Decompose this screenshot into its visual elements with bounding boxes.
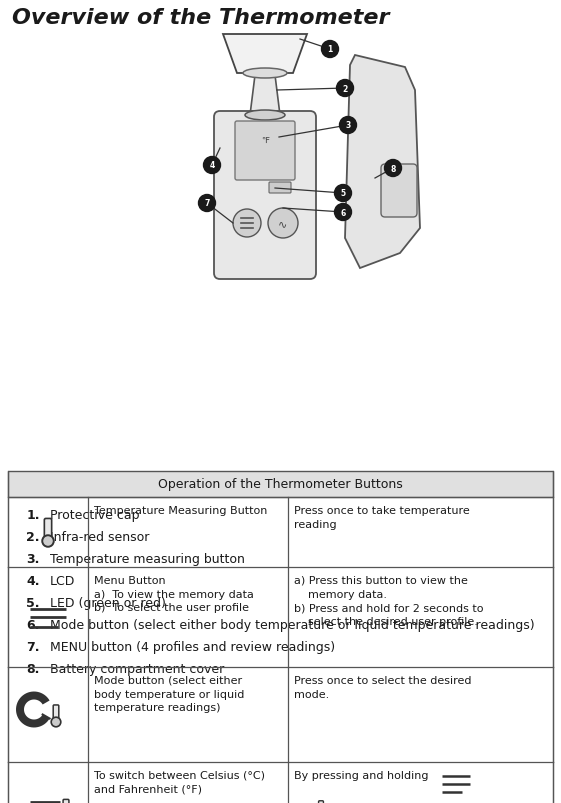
- FancyBboxPatch shape: [319, 801, 324, 803]
- Text: 8: 8: [390, 165, 396, 173]
- Text: To switch between Celsius (°C)
and Fahrenheit (°F): To switch between Celsius (°C) and Fahre…: [94, 770, 265, 793]
- Text: Operation of the Thermometer Buttons: Operation of the Thermometer Buttons: [158, 478, 403, 491]
- Circle shape: [321, 42, 338, 59]
- Circle shape: [51, 717, 61, 727]
- Text: 7.: 7.: [26, 640, 40, 653]
- Text: Infra-red sensor: Infra-red sensor: [50, 530, 149, 544]
- Polygon shape: [223, 35, 307, 74]
- FancyBboxPatch shape: [214, 112, 316, 279]
- Text: 7: 7: [204, 199, 210, 208]
- Text: Protective cap: Protective cap: [50, 508, 140, 521]
- Text: Mode button (select either body temperature or liquid temperature readings): Mode button (select either body temperat…: [50, 618, 535, 631]
- FancyBboxPatch shape: [235, 122, 295, 181]
- Text: 4: 4: [209, 161, 215, 170]
- Ellipse shape: [243, 69, 287, 79]
- Text: 5: 5: [341, 190, 346, 198]
- Text: a) Press this button to view the
    memory data.
b) Press and hold for 2 second: a) Press this button to view the memory …: [294, 575, 484, 626]
- Circle shape: [42, 536, 54, 547]
- Text: 1.: 1.: [26, 508, 40, 521]
- Text: Menu Button
a)  To view the memory data
b)  To select the user proﬁle: Menu Button a) To view the memory data b…: [94, 575, 254, 613]
- Text: 1: 1: [328, 46, 333, 55]
- Circle shape: [199, 195, 215, 212]
- FancyBboxPatch shape: [53, 705, 59, 721]
- Text: Mode button (select either
body temperature or liquid
temperature readings): Mode button (select either body temperat…: [94, 675, 245, 712]
- Text: 8.: 8.: [26, 662, 40, 675]
- FancyBboxPatch shape: [44, 519, 52, 540]
- Text: 3.: 3.: [26, 552, 40, 565]
- Text: 6.: 6.: [26, 618, 40, 631]
- Text: 3: 3: [346, 121, 351, 130]
- Text: 4.: 4.: [26, 574, 40, 587]
- Polygon shape: [250, 76, 280, 116]
- Bar: [8, 471, 553, 497]
- Text: LED (green or red): LED (green or red): [50, 597, 166, 609]
- Text: Temperature Measuring Button: Temperature Measuring Button: [94, 505, 268, 516]
- Circle shape: [233, 210, 261, 238]
- Circle shape: [334, 185, 352, 202]
- Circle shape: [268, 209, 298, 238]
- Polygon shape: [345, 56, 420, 269]
- Text: , you can switch between: , you can switch between: [334, 802, 476, 803]
- Circle shape: [334, 204, 352, 221]
- FancyBboxPatch shape: [63, 799, 69, 803]
- Circle shape: [339, 117, 356, 134]
- Text: By pressing and holding: By pressing and holding: [294, 770, 429, 780]
- Circle shape: [204, 157, 220, 174]
- Text: Overview of the Thermometer: Overview of the Thermometer: [12, 8, 389, 28]
- Text: Press once to select the desired
mode.: Press once to select the desired mode.: [294, 675, 471, 699]
- Text: MENU button (4 proﬁles and review readings): MENU button (4 proﬁles and review readin…: [50, 640, 335, 653]
- Bar: [8, 667, 553, 762]
- Polygon shape: [16, 691, 49, 728]
- Text: 2: 2: [342, 84, 348, 93]
- Text: and: and: [294, 802, 315, 803]
- Circle shape: [384, 161, 402, 177]
- Text: Battery compartment cover: Battery compartment cover: [50, 662, 224, 675]
- Text: ∿: ∿: [278, 218, 288, 229]
- Bar: [8, 567, 553, 667]
- FancyBboxPatch shape: [269, 183, 291, 194]
- Ellipse shape: [245, 111, 285, 120]
- Text: Press once to take temperature
reading: Press once to take temperature reading: [294, 505, 470, 529]
- Text: 2.: 2.: [26, 530, 40, 544]
- Text: ℉: ℉: [261, 137, 269, 145]
- Text: LCD: LCD: [50, 574, 75, 587]
- Text: 5.: 5.: [26, 597, 40, 609]
- FancyBboxPatch shape: [381, 165, 417, 218]
- Bar: [8, 762, 553, 803]
- Text: Temperature measuring button: Temperature measuring button: [50, 552, 245, 565]
- Bar: [8, 497, 553, 567]
- Circle shape: [251, 128, 279, 157]
- Circle shape: [337, 80, 353, 97]
- Text: 6: 6: [341, 208, 346, 218]
